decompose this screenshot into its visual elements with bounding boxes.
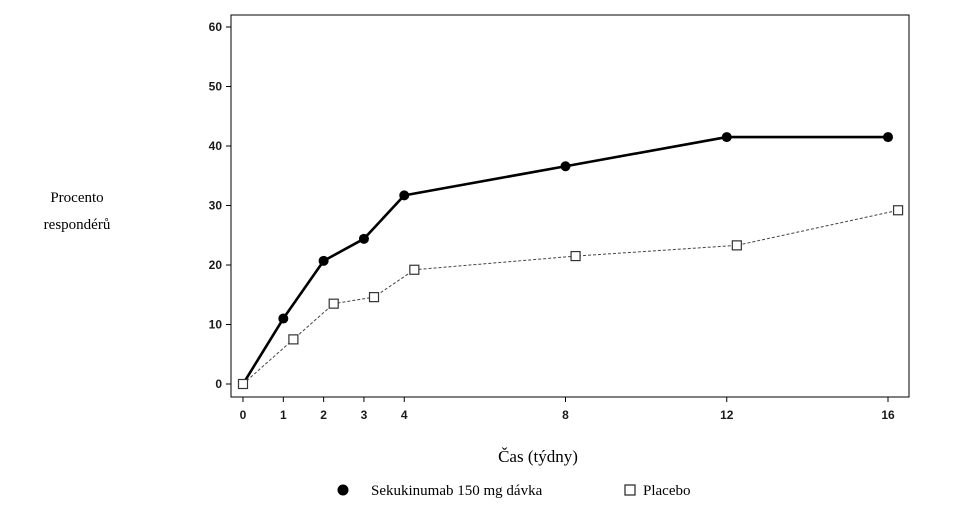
x-tick-label-4: 4 bbox=[401, 408, 408, 422]
x-tick-label-0: 0 bbox=[240, 408, 247, 422]
series-layer bbox=[237, 132, 904, 390]
series-1-point-5 bbox=[570, 250, 581, 262]
series-0-point-5 bbox=[560, 161, 571, 172]
series-0-point-4 bbox=[399, 190, 410, 201]
series-1-point-7 bbox=[892, 205, 904, 216]
series-line-0 bbox=[241, 135, 888, 385]
series-1-point-6 bbox=[731, 240, 742, 251]
series-0-point-2 bbox=[318, 255, 329, 266]
series-1-point-1 bbox=[288, 334, 299, 345]
x-tick-label-8: 8 bbox=[562, 408, 569, 422]
legend-marker-sekukinumab bbox=[337, 484, 349, 496]
x-tick-label-16: 16 bbox=[881, 408, 895, 422]
series-0-point-6 bbox=[721, 132, 732, 143]
series-0-point-3 bbox=[358, 233, 369, 244]
legend-label-sekukinumab: Sekukinumab 150 mg dávka bbox=[371, 483, 543, 499]
y-tick-label-10: 10 bbox=[209, 318, 223, 332]
series-1-point-0 bbox=[237, 378, 249, 390]
legend-label-placebo: Placebo bbox=[643, 483, 690, 499]
y-axis-label-line-1: Procento bbox=[50, 190, 103, 206]
series-0-point-7 bbox=[883, 132, 893, 143]
legend-marker-placebo bbox=[624, 484, 636, 496]
x-tick-label-12: 12 bbox=[720, 408, 734, 422]
series-1-point-3 bbox=[368, 292, 380, 303]
series-line-1 bbox=[242, 209, 899, 385]
x-tick-label-2: 2 bbox=[320, 408, 327, 422]
y-tick-label-60: 60 bbox=[209, 20, 223, 34]
series-1-point-2 bbox=[328, 298, 339, 309]
legend: Sekukinumab 150 mg dávka Placebo bbox=[337, 483, 690, 499]
x-tick-label-3: 3 bbox=[361, 408, 368, 422]
y-axis: 0 10 20 30 40 50 60 bbox=[209, 20, 231, 391]
plot-area bbox=[230, 14, 910, 398]
y-tick-label-30: 30 bbox=[209, 199, 223, 213]
x-axis-label: Čas (týdny) bbox=[498, 447, 578, 466]
series-1-point-4 bbox=[409, 264, 420, 275]
y-tick-label-0: 0 bbox=[215, 377, 222, 391]
y-tick-label-40: 40 bbox=[209, 139, 223, 153]
x-tick-label-1: 1 bbox=[280, 408, 287, 422]
y-tick-label-50: 50 bbox=[209, 80, 223, 94]
x-axis: 0 1 2 3 4 8 12 16 bbox=[240, 397, 895, 422]
y-axis-label-line-2: respondérů bbox=[44, 217, 111, 233]
series-0-point-1 bbox=[278, 313, 289, 324]
y-tick-label-20: 20 bbox=[209, 258, 223, 272]
